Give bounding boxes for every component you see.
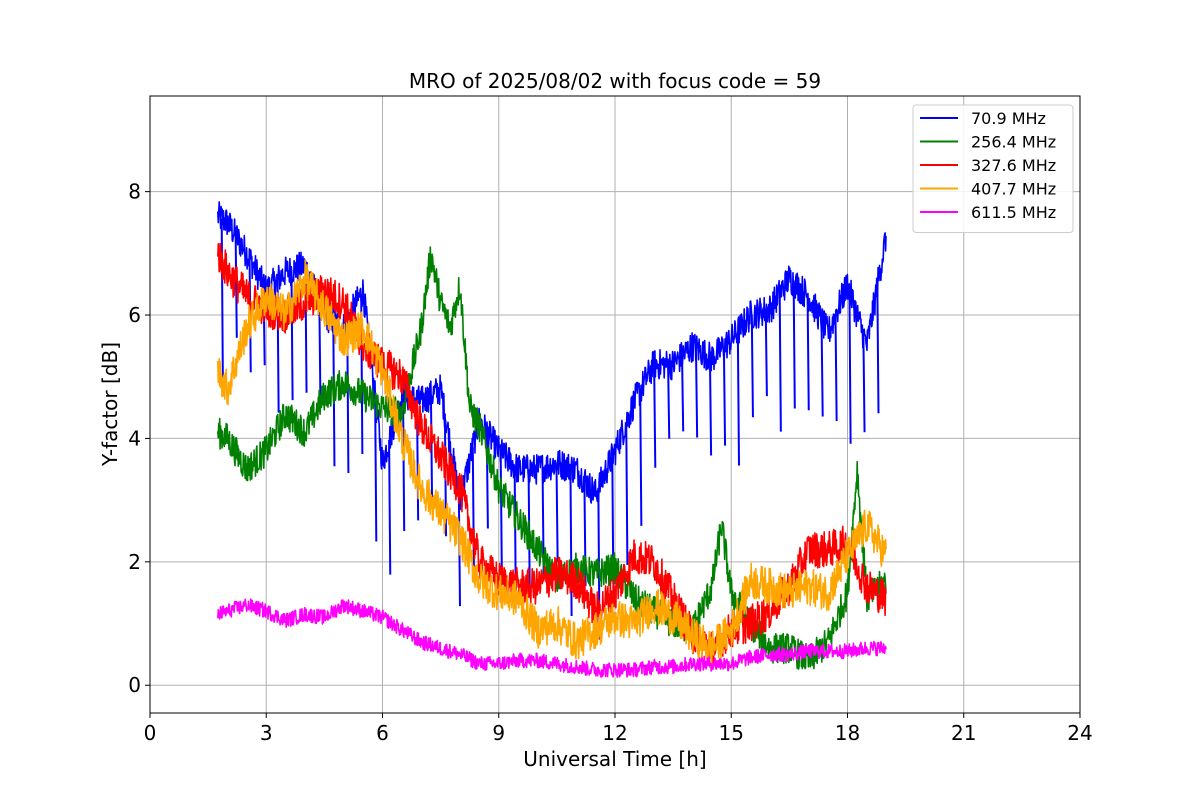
x-tick-label: 18 — [835, 721, 860, 745]
series-spike — [848, 290, 852, 444]
series-spike — [569, 467, 573, 617]
legend-label: 70.9 MHz — [971, 109, 1046, 128]
x-tick-label: 9 — [492, 721, 505, 745]
series-spike — [778, 293, 782, 432]
series-spike — [318, 302, 322, 407]
legend-label: 327.6 MHz — [971, 156, 1056, 175]
chart-title: MRO of 2025/08/02 with focus code = 59 — [409, 69, 821, 93]
series-spike — [555, 463, 559, 563]
legend: 70.9 MHz 256.4 MHz 327.6 MHz 407.7 MHz 611.5… — [912, 104, 1074, 233]
series-spike — [834, 314, 838, 421]
series-spike — [862, 334, 866, 433]
legend-label: 611.5 MHz — [971, 203, 1056, 222]
series-spike — [499, 452, 503, 575]
series-spike — [653, 364, 657, 468]
legend-box — [912, 104, 1074, 233]
series-5 — [217, 598, 887, 678]
y-tick-label: 2 — [128, 550, 141, 574]
x-tick-label: 15 — [719, 721, 744, 745]
x-tick-label: 24 — [1067, 721, 1092, 745]
series-spike — [820, 320, 824, 417]
series-spike — [736, 331, 740, 466]
x-axis-label: Universal Time [h] — [523, 747, 706, 771]
x-tick-label: 12 — [602, 721, 627, 745]
series-spike — [792, 282, 796, 409]
y-tick-label: 6 — [128, 303, 141, 327]
series-spike — [750, 314, 754, 418]
x-tick-label: 21 — [951, 721, 976, 745]
series-spike — [694, 348, 699, 438]
series-spike — [681, 355, 685, 432]
series-spike — [374, 397, 378, 542]
plot-series — [217, 201, 887, 678]
series-spike — [722, 346, 727, 446]
y-axis-label: Y-factor [dB] — [98, 342, 122, 467]
series-spike — [764, 310, 768, 397]
legend-label: 256.4 MHz — [971, 133, 1056, 152]
series-spike — [806, 295, 810, 411]
series-spike — [234, 235, 238, 338]
series-line — [217, 259, 887, 665]
series-2 — [217, 246, 887, 670]
series-spike — [876, 285, 880, 414]
legend-label: 407.7 MHz — [971, 180, 1056, 199]
y-tick-label: 8 — [128, 180, 141, 204]
y-tick-label: 4 — [128, 426, 141, 450]
x-tick-label: 6 — [376, 721, 389, 745]
series-spike — [625, 422, 629, 565]
series-line — [217, 201, 887, 511]
x-tick-label: 3 — [260, 721, 273, 745]
series-line — [217, 598, 887, 678]
series-line — [217, 246, 887, 670]
series-spike — [429, 395, 434, 505]
series-spike — [708, 356, 713, 456]
series-spike — [388, 440, 392, 575]
series-spike — [667, 364, 671, 439]
y-tick-label: 0 — [128, 673, 141, 697]
series-spike — [290, 269, 294, 401]
series-spike — [639, 390, 643, 526]
series-4 — [217, 259, 887, 665]
x-tick-label: 0 — [144, 721, 157, 745]
series-spike — [220, 218, 224, 378]
